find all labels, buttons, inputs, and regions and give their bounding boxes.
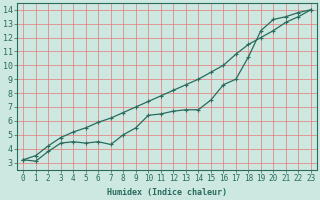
X-axis label: Humidex (Indice chaleur): Humidex (Indice chaleur): [107, 188, 227, 197]
